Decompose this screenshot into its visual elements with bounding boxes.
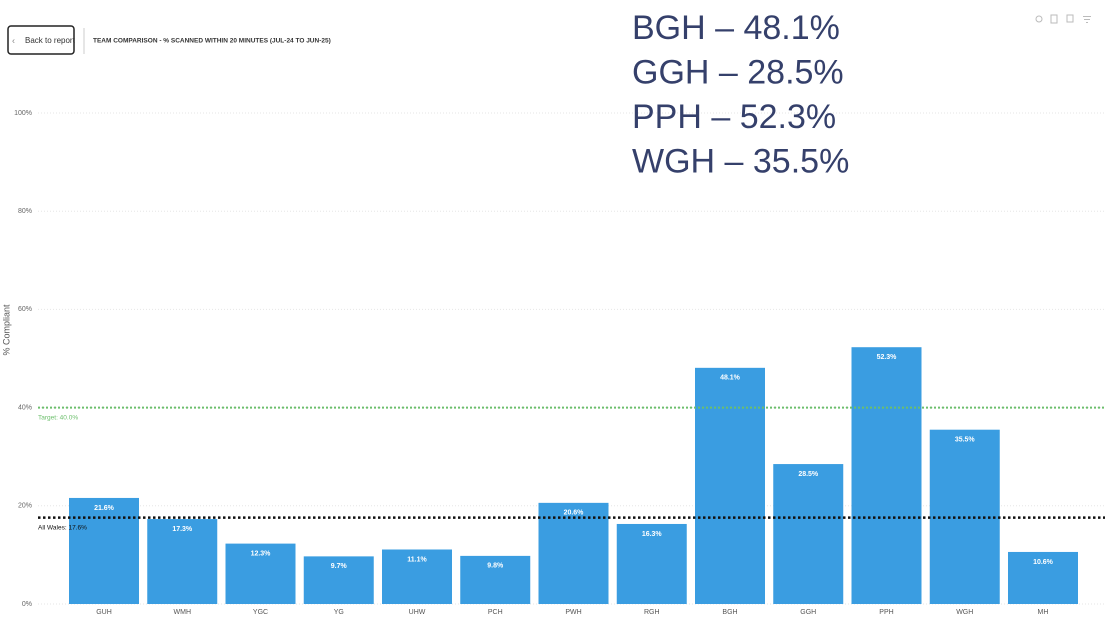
data-label: 17.3% <box>172 526 193 533</box>
bar <box>382 549 452 604</box>
data-label: 9.8% <box>487 563 504 570</box>
x-tick-label: PWH <box>565 609 581 614</box>
back-button[interactable] <box>7 25 75 55</box>
data-label: 9.7% <box>331 563 348 570</box>
x-tick-label: PPH <box>879 609 893 614</box>
back-label[interactable]: Back to report <box>25 36 76 45</box>
data-label: 28.5% <box>798 471 819 478</box>
x-tick-label: WMH <box>174 609 192 614</box>
bar <box>538 502 609 604</box>
x-tick-label: MH <box>1038 609 1049 614</box>
reference-label: All Wales: 17.6% <box>38 524 87 531</box>
bar <box>851 347 922 604</box>
y-tick-label: 0% <box>22 601 32 608</box>
x-tick-label: PCH <box>488 609 503 614</box>
data-label: 11.1% <box>407 556 427 563</box>
y-tick-label: 20% <box>18 503 32 510</box>
y-tick-label: 80% <box>18 208 32 215</box>
reference-label: Target: 40.0% <box>38 414 78 421</box>
x-tick-label: YGC <box>253 609 268 614</box>
annotation: BGH – 48.1% <box>632 9 840 47</box>
data-label: 10.6% <box>1033 559 1054 566</box>
bar <box>303 556 374 604</box>
bar <box>695 367 765 604</box>
data-label: 52.3% <box>877 354 898 361</box>
bar <box>460 555 531 604</box>
data-label: 35.5% <box>955 437 976 444</box>
chart-title: TEAM COMPARISON - % SCANNED WITHIN 20 MI… <box>93 38 331 45</box>
x-tick-label: YG <box>334 609 344 614</box>
annotation: PPH – 52.3% <box>632 98 836 136</box>
x-tick-label: GGH <box>800 609 816 614</box>
x-tick-label: WGH <box>956 609 973 614</box>
bar <box>773 464 844 604</box>
data-label: 20.6% <box>564 510 585 517</box>
data-label: 21.6% <box>94 505 115 512</box>
y-tick-label: 40% <box>18 404 32 411</box>
bar <box>69 497 139 604</box>
toolbar-icons <box>1035 14 1091 24</box>
back-chevron: ‹ <box>12 35 15 45</box>
data-label: 12.3% <box>251 550 272 557</box>
x-tick-label: BGH <box>722 609 737 614</box>
y-axis-label: % Compliant <box>1 304 11 356</box>
bar <box>616 523 687 604</box>
bar <box>147 519 218 604</box>
annotation: WGH – 35.5% <box>632 142 849 180</box>
y-tick-label: 100% <box>14 110 32 117</box>
x-tick-label: RGH <box>644 609 660 614</box>
bar <box>1008 551 1078 604</box>
data-label: 48.1% <box>720 375 741 382</box>
x-tick-label: UHW <box>409 609 426 614</box>
bar <box>225 543 296 604</box>
x-tick-label: GUH <box>96 609 112 614</box>
data-label: 16.3% <box>642 531 663 538</box>
annotation: GGH – 28.5% <box>632 53 844 91</box>
y-tick-label: 60% <box>18 306 32 313</box>
